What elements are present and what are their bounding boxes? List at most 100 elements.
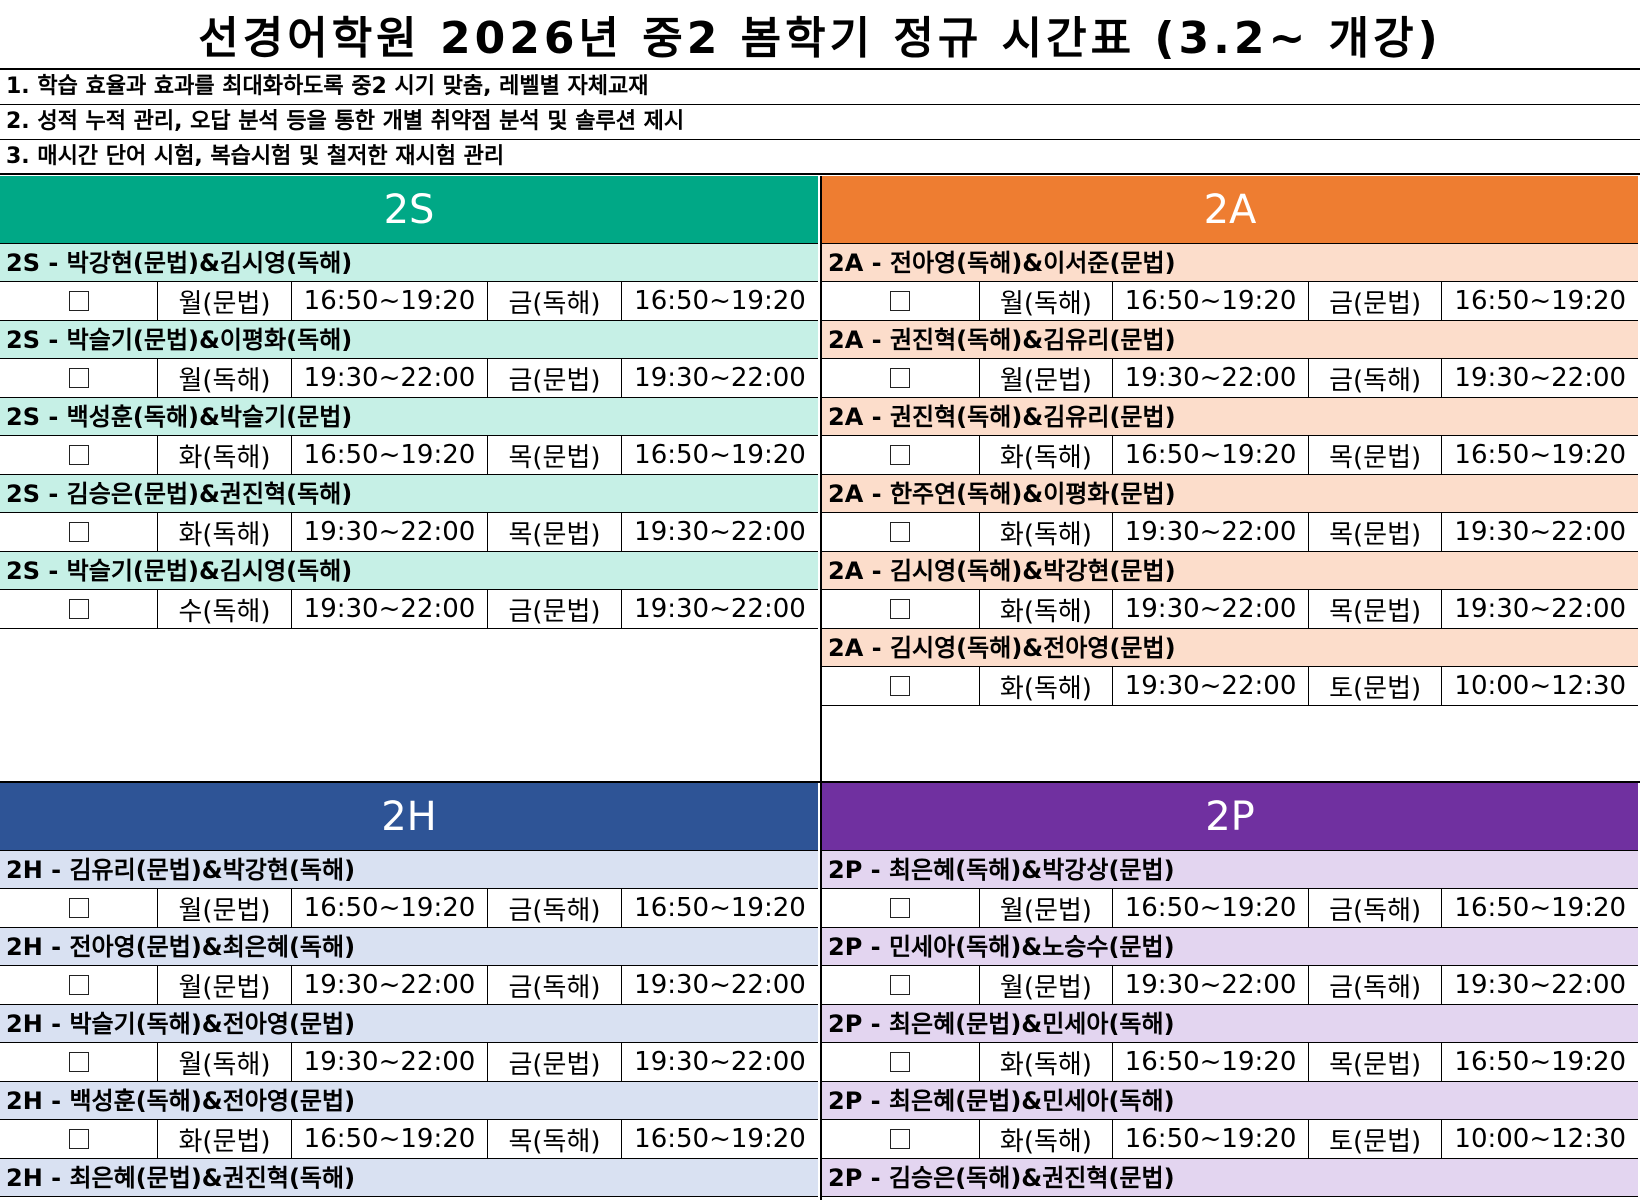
- note-3: 3. 매시간 단어 시험, 복습시험 및 철저한 재시험 관리: [0, 140, 1640, 175]
- schedule-row: 월(문법) 19:30~22:00 금(독해) 19:30~22:00: [822, 966, 1638, 1005]
- checkbox-icon[interactable]: [68, 898, 89, 918]
- panel-2A: 2A 2A - 전아영(독해)&이서준(문법) 월(독해) 16:50~19:20 금(…: [820, 176, 1638, 781]
- time2-cell: 16:50~19:20: [1454, 1047, 1627, 1077]
- enroll-cell: [822, 359, 980, 397]
- section-divider: [0, 781, 1640, 783]
- schedule-row: 화(독해) 16:50~19:20 목(문법) 16:50~19:20: [822, 436, 1638, 475]
- panel-header: 2P: [822, 783, 1638, 851]
- day2-cell: 토(문법): [1309, 1120, 1443, 1158]
- time2-cell: 19:30~22:00: [634, 594, 806, 624]
- checkbox-icon[interactable]: [890, 898, 911, 918]
- class-title: 2S - 백성훈(독해)&박슬기(문법): [0, 398, 818, 436]
- enroll-cell: [822, 1120, 980, 1158]
- class-title: 2A - 한주연(독해)&이평화(문법): [822, 475, 1638, 513]
- day1-cell: 월(독해): [158, 359, 292, 397]
- time1-cell: 19:30~22:00: [1113, 513, 1309, 551]
- day1-cell: 화(독해): [158, 513, 292, 551]
- day2-cell: 금(독해): [488, 282, 622, 320]
- checkbox-icon[interactable]: [890, 522, 911, 542]
- time1-cell: 19:30~22:00: [292, 966, 488, 1004]
- panel-header: 2S: [0, 176, 818, 244]
- enroll-cell: [822, 282, 980, 320]
- checkbox-icon[interactable]: [68, 1052, 89, 1072]
- checkbox-icon[interactable]: [890, 975, 911, 995]
- checkbox-icon[interactable]: [890, 1052, 911, 1072]
- schedule-row: 화(문법) 16:50~19:20 목(독해) 16:50~19:20: [0, 1120, 818, 1159]
- class-title: 2A - 김시영(독해)&전아영(문법): [822, 629, 1638, 667]
- checkbox-icon[interactable]: [68, 368, 89, 388]
- checkbox-icon[interactable]: [68, 445, 89, 465]
- time2-cell: 19:30~22:00: [1454, 517, 1627, 547]
- checkbox-icon[interactable]: [890, 445, 911, 465]
- day1-cell: 화(독해): [980, 436, 1114, 474]
- day2-cell: 목(독해): [488, 1120, 622, 1158]
- class-title: 2H - 백성훈(독해)&전아영(문법): [0, 1082, 818, 1120]
- time1-cell: 16:50~19:20: [1113, 889, 1309, 927]
- checkbox-icon[interactable]: [68, 291, 89, 311]
- day1-cell: 월(문법): [980, 966, 1114, 1004]
- time2-cell: 19:30~22:00: [634, 1047, 806, 1077]
- time2-cell: 16:50~19:20: [1454, 286, 1627, 316]
- schedule-row: 화(독해) 19:30~22:00 토(문법) 10:00~12:30: [822, 667, 1638, 706]
- time2-cell: 19:30~22:00: [634, 363, 806, 393]
- class-title: 2P - 최은혜(독해)&박강상(문법): [822, 851, 1638, 889]
- day1-cell: 화(문법): [158, 1120, 292, 1158]
- class-title: 2P - 최은혜(문법)&민세아(독해): [822, 1005, 1638, 1043]
- day1-cell: 월(문법): [980, 889, 1114, 927]
- time2-cell: 19:30~22:00: [634, 970, 806, 1000]
- time2-cell: 16:50~19:20: [1454, 440, 1627, 470]
- day2-cell: 목(문법): [488, 436, 622, 474]
- day1-cell: 월(독해): [158, 1043, 292, 1081]
- enroll-cell: [0, 1043, 158, 1081]
- day2-cell: 금(문법): [488, 359, 622, 397]
- day1-cell: 화(독해): [980, 513, 1114, 551]
- class-title: 2P - 최은혜(문법)&민세아(독해): [822, 1082, 1638, 1120]
- class-title: 2A - 전아영(독해)&이서준(문법): [822, 244, 1638, 282]
- class-title: 2S - 박강현(문법)&김시영(독해): [0, 244, 818, 282]
- enroll-cell: [822, 1043, 980, 1081]
- panel-header: 2H: [0, 783, 818, 851]
- day1-cell: 화(독해): [980, 667, 1114, 705]
- time1-cell: 16:50~19:20: [292, 1120, 488, 1158]
- checkbox-icon[interactable]: [68, 599, 89, 619]
- checkbox-icon[interactable]: [68, 522, 89, 542]
- time1-cell: 19:30~22:00: [292, 359, 488, 397]
- panel-2S: 2S 2S - 박강현(문법)&김시영(독해) 월(문법) 16:50~19:20 금(…: [0, 176, 818, 781]
- day1-cell: 월(문법): [158, 282, 292, 320]
- checkbox-icon[interactable]: [68, 975, 89, 995]
- checkbox-icon[interactable]: [890, 368, 911, 388]
- schedule-row: 화(독해) 19:30~22:00 목(문법) 19:30~22:00: [822, 513, 1638, 552]
- time2-cell: 16:50~19:20: [634, 286, 806, 316]
- class-title: 2H - 최은혜(문법)&권진혁(독해): [0, 1159, 818, 1197]
- checkbox-icon[interactable]: [890, 291, 911, 311]
- schedule-row: 화(독해) 16:50~19:20 목(문법) 16:50~19:20: [822, 1043, 1638, 1082]
- note-1: 1. 학습 효율과 효과를 최대화하도록 중2 시기 맞춤, 레벨별 자체교재: [0, 70, 1640, 105]
- time2-cell: 16:50~19:20: [634, 1124, 806, 1154]
- schedule-row: 월(독해) 19:30~22:00 금(문법) 19:30~22:00: [0, 1043, 818, 1082]
- panel-2P: 2P 2P - 최은혜(독해)&박강상(문법) 월(문법) 16:50~19:20 금(…: [820, 783, 1638, 1200]
- class-title: 2H - 전아영(문법)&최은혜(독해): [0, 928, 818, 966]
- enroll-cell: [0, 282, 158, 320]
- checkbox-icon[interactable]: [890, 676, 911, 696]
- time2-cell: 10:00~12:30: [1454, 671, 1627, 701]
- schedule-row: 화(독해) 16:50~19:20 목(문법) 16:50~19:20: [0, 436, 818, 475]
- schedule-row: 월(문법) 16:50~19:20 금(독해) 16:50~19:20: [822, 889, 1638, 928]
- time2-cell: 19:30~22:00: [1454, 970, 1627, 1000]
- time1-cell: 16:50~19:20: [1113, 282, 1309, 320]
- checkbox-icon[interactable]: [890, 1129, 911, 1149]
- day2-cell: 금(독해): [488, 966, 622, 1004]
- time2-cell: 19:30~22:00: [1454, 594, 1627, 624]
- enroll-cell: [822, 590, 980, 628]
- schedule-row: 화(독해) 19:30~22:00 목(문법) 19:30~22:00: [0, 513, 818, 552]
- enroll-cell: [0, 889, 158, 927]
- day2-cell: 금(독해): [488, 889, 622, 927]
- day1-cell: 월(독해): [980, 282, 1114, 320]
- time1-cell: 16:50~19:20: [1113, 1120, 1309, 1158]
- schedule-row: 월(독해) 16:50~19:20 금(문법) 16:50~19:20: [822, 282, 1638, 321]
- enroll-cell: [0, 513, 158, 551]
- day2-cell: 금(독해): [1309, 359, 1443, 397]
- checkbox-icon[interactable]: [890, 599, 911, 619]
- checkbox-icon[interactable]: [68, 1129, 89, 1149]
- class-title: 2S - 김승은(문법)&권진혁(독해): [0, 475, 818, 513]
